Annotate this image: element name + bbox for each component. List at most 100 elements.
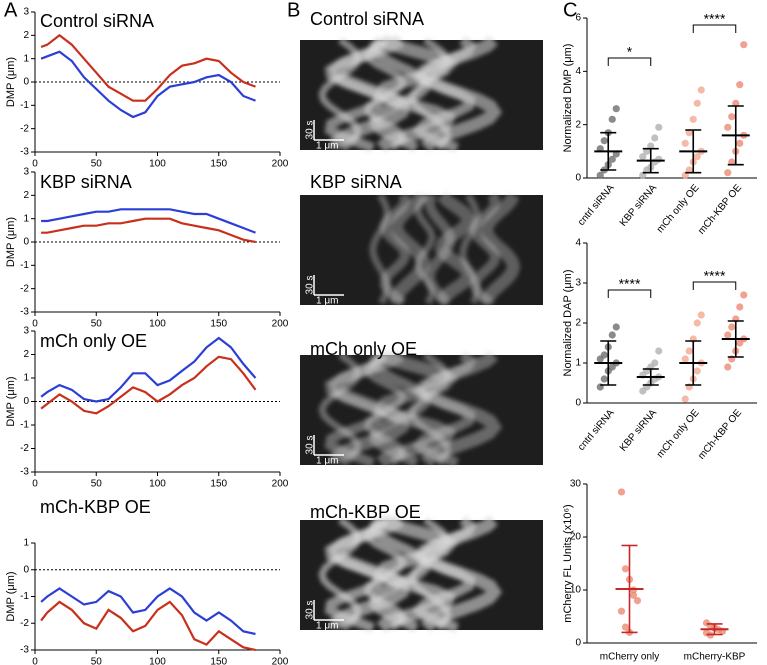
x-tick-label: mCherry-KBP [684, 652, 746, 663]
x-tick-label: 100 [149, 657, 166, 665]
data-point [693, 319, 701, 327]
significance-label: **** [704, 268, 726, 284]
x-tick-label: 100 [149, 159, 166, 170]
significance-bracket [607, 57, 652, 66]
data-point [697, 86, 705, 94]
series-line [40, 355, 257, 415]
panel-label: B [287, 0, 300, 21]
data-point [724, 123, 732, 131]
y-axis-label: DMP (μm) [5, 217, 17, 267]
data-point [617, 607, 626, 615]
chart-title: Control siRNA [40, 11, 154, 31]
data-point [685, 166, 693, 174]
kymograph-streak [434, 190, 476, 306]
y-tick-label: 1 [23, 538, 29, 549]
error-bar [727, 320, 744, 358]
kymograph-streak [479, 192, 521, 305]
data-point [647, 142, 655, 150]
y-tick-label: 2 [23, 349, 29, 360]
y-tick-label: 0 [23, 77, 29, 88]
x-tick-label: 50 [91, 657, 103, 665]
data-point [728, 158, 736, 166]
y-tick-label: 1 [23, 373, 29, 384]
data-point [724, 331, 732, 339]
kymograph-streak [418, 350, 503, 468]
x-tick-label: 0 [32, 479, 38, 490]
data-point [736, 303, 744, 311]
y-tick-label: 0 [575, 638, 581, 649]
y-tick-label: -2 [20, 123, 29, 134]
significance-label: **** [619, 276, 641, 292]
data-point [617, 488, 626, 496]
data-point [655, 155, 663, 163]
scale-label: 1 μm [316, 456, 338, 467]
data-point [689, 115, 697, 123]
kymograph-texture [318, 34, 503, 153]
y-tick-label: 3 [575, 278, 581, 289]
x-tick-label: 200 [272, 657, 289, 665]
y-tick-label: 4 [575, 66, 581, 77]
y-tick-label: -3 [20, 467, 29, 478]
kymograph-title: KBP siRNA [310, 172, 402, 192]
kymograph-title: mCh only OE [310, 339, 417, 359]
scale-label: 1 μm [316, 141, 338, 152]
y-axis-label: Normalized DMP (μm) [562, 44, 574, 153]
chart-title: mCh only OE [40, 331, 147, 351]
data-point [621, 623, 630, 631]
data-point [693, 99, 701, 107]
kymograph-title: mCh-KBP OE [310, 502, 421, 522]
data-point [651, 359, 659, 367]
x-tick-label: 50 [91, 479, 103, 490]
scale-label: 30 s [305, 276, 316, 295]
data-point [685, 347, 693, 355]
error-bar [685, 340, 702, 386]
error-bar [621, 544, 638, 634]
y-tick-label: -2 [20, 283, 29, 294]
chart-title: KBP siRNA [40, 172, 132, 192]
data-point [608, 155, 616, 163]
y-tick-label: 3 [23, 167, 29, 178]
data-point [681, 171, 689, 179]
data-point [732, 99, 740, 107]
series-line [41, 217, 256, 244]
error-bar [642, 368, 659, 386]
x-tick-label: mCh-KBP OE [696, 182, 744, 236]
significance-label: * [627, 44, 633, 60]
y-tick-label: 10 [570, 585, 582, 596]
chart-title: mCh-KBP OE [40, 497, 151, 517]
data-point [681, 395, 689, 403]
data-point [740, 41, 748, 49]
data-point [693, 153, 701, 161]
x-tick-label: mCh only OE [655, 407, 702, 460]
scale-label: 1 μm [316, 296, 338, 307]
y-axis-label: DMP (μm) [5, 376, 17, 426]
error-bar [685, 129, 702, 174]
data-point [608, 331, 616, 339]
y-tick-label: -3 [20, 147, 29, 158]
data-point [693, 367, 701, 375]
significance-bracket [692, 24, 737, 33]
panel-label: C [563, 0, 577, 21]
panel-label: A [4, 0, 18, 21]
error-bar [600, 131, 617, 171]
data-point [728, 113, 736, 121]
y-tick-label: -3 [20, 307, 29, 318]
x-tick-label: cntrl siRNA [576, 407, 617, 453]
y-tick-label: 4 [575, 238, 581, 249]
data-point [651, 134, 659, 142]
y-tick-label: 30 [570, 479, 582, 490]
series-line [41, 208, 256, 234]
data-point [681, 139, 689, 147]
data-point [639, 171, 647, 179]
x-tick-label: 50 [91, 319, 103, 330]
y-tick-label: 2 [575, 318, 581, 329]
data-point [736, 81, 744, 89]
y-tick-label: 0 [575, 398, 581, 409]
significance-label: **** [704, 11, 726, 27]
data-point [685, 129, 693, 137]
y-tick-label: 0 [23, 396, 29, 407]
kymograph-texture [318, 514, 503, 633]
data-point [655, 123, 663, 131]
y-axis-label: DMP (μm) [5, 571, 17, 621]
data-point [600, 375, 608, 383]
